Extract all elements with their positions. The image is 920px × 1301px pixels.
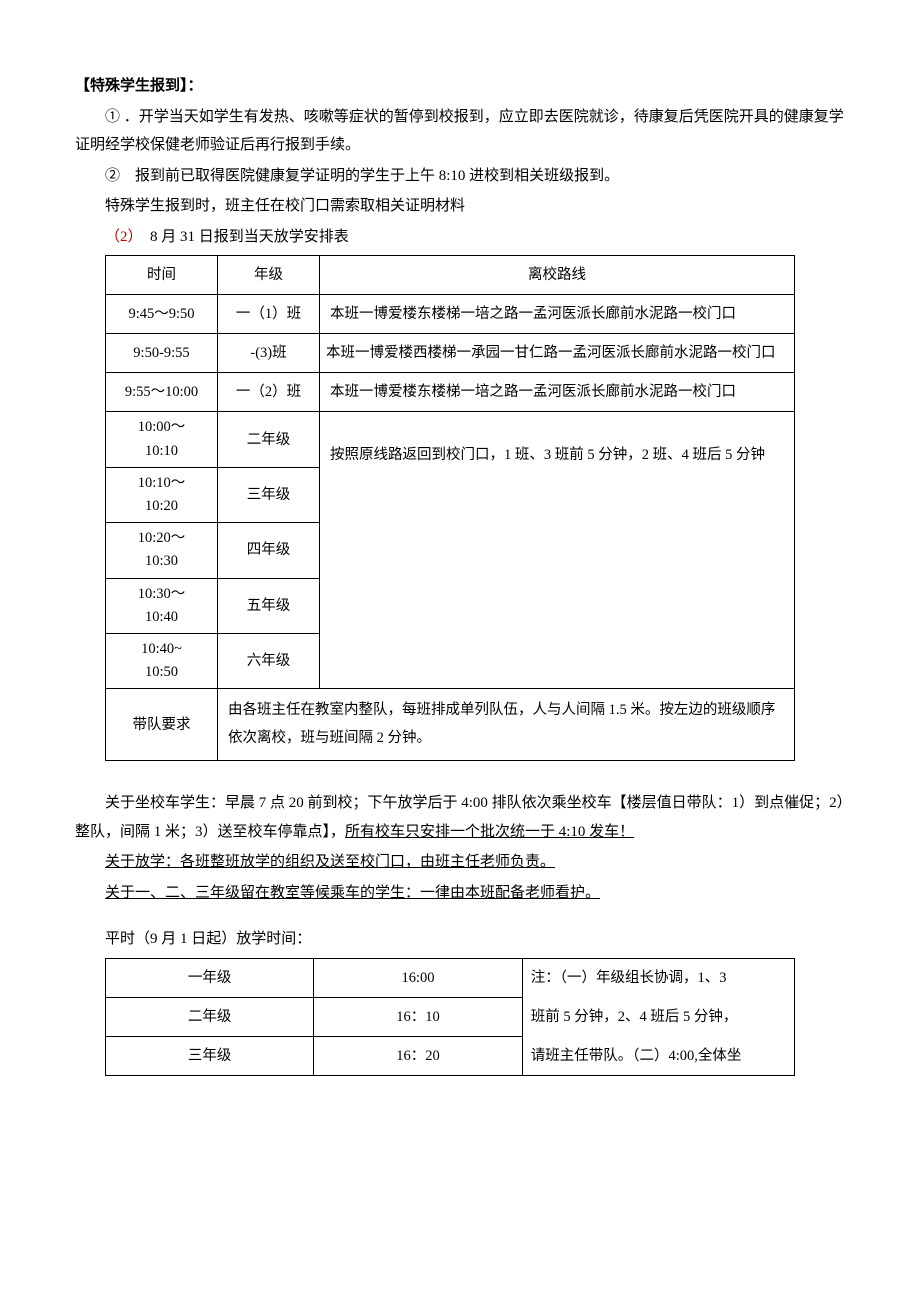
cell-time: 10:00～10:10 [106, 412, 218, 467]
cell-time: 16：20 [314, 1037, 523, 1076]
cell-time: 10:30～10:40 [106, 578, 218, 633]
paragraph-1: ① ．开学当天如学生有发热、咳嗽等症状的暂停到校报到，应立即去医院就诊，待康复后… [75, 103, 845, 160]
cell-grade: 二年级 [218, 412, 320, 467]
col-grade: 年级 [218, 256, 320, 295]
section-heading: 【特殊学生报到】： [75, 72, 845, 101]
cell-time: 9:55～10:00 [106, 373, 218, 412]
regular-dismissal-table: 一年级 16:00 注：（一）年级组长协调，1、3 二年级 16：10 班前 5… [105, 958, 795, 1076]
subsection-number: （2） [105, 229, 135, 245]
table-header-row: 时间 年级 离校路线 [106, 256, 795, 295]
wait-underline: 关于一、二、三年级留在教室等候乘车的学生：一律由本班配备老师看护。 [105, 885, 600, 901]
cell-note: 注：（一）年级组长协调，1、3 [522, 958, 794, 997]
table-row: 一年级 16:00 注：（一）年级组长协调，1、3 [106, 958, 795, 997]
cell-grade: -(3)班 [218, 334, 320, 373]
subsection-3-title: 平时（9 月 1 日起）放学时间： [75, 925, 845, 954]
col-route: 离校路线 [320, 256, 795, 295]
table-footer-row: 带队要求 由各班主任在教室内整队，每班排成单列队伍，人与人间隔 1.5 米。按左… [106, 689, 795, 761]
table-row: 10:00～10:10 二年级 按照原线路返回到校门口，1 班、3 班前 5 分… [106, 412, 795, 467]
paragraph-bus: 关于坐校车学生：早晨 7 点 20 前到校；下午放学后于 4:00 排队依次乘坐… [75, 789, 845, 846]
cell-grade: 一（1）班 [218, 295, 320, 334]
cell-grade: 二年级 [106, 997, 314, 1036]
cell-time: 10:40~10:50 [106, 633, 218, 688]
cell-route: 本班一博爱楼西楼梯一承园一甘仁路一孟河医派长廊前水泥路一校门口 [320, 334, 795, 373]
cell-time: 9:50-9:55 [106, 334, 218, 373]
cell-time: 10:10～10:20 [106, 467, 218, 522]
bus-underline: 所有校车只安排一个批次统一于 4:10 发车！ [345, 824, 634, 840]
paragraph-2: ② 报到前已取得医院健康复学证明的学生于上午 8:10 进校到相关班级报到。 [75, 162, 845, 191]
cell-time: 10:20～10:30 [106, 523, 218, 578]
cell-note: 班前 5 分钟，2、4 班后 5 分钟， [522, 997, 794, 1036]
table-row: 9:50-9:55 -(3)班 本班一博爱楼西楼梯一承园一甘仁路一孟河医派长廊前… [106, 334, 795, 373]
table-row: 三年级 16：20 请班主任带队。（二）4:00,全体坐 [106, 1037, 795, 1076]
cell-note: 请班主任带队。（二）4:00,全体坐 [522, 1037, 794, 1076]
paragraph-wait: 关于一、二、三年级留在教室等候乘车的学生：一律由本班配备老师看护。 [75, 879, 845, 908]
cell-route: 本班一博爱楼东楼梯一培之路一孟河医派长廊前水泥路一校门口 [320, 295, 795, 334]
cell-route: 本班一博爱楼东楼梯一培之路一孟河医派长廊前水泥路一校门口 [320, 373, 795, 412]
paragraph-fangxue: 关于放学：各班整班放学的组织及送至校门口，由班主任老师负责。 [75, 848, 845, 877]
cell-grade: 五年级 [218, 578, 320, 633]
cell-time: 9:45～9:50 [106, 295, 218, 334]
table-row: 9:55～10:00 一（2）班 本班一博爱楼东楼梯一培之路一孟河医派长廊前水泥… [106, 373, 795, 412]
cell-grade: 三年级 [106, 1037, 314, 1076]
footer-label: 带队要求 [106, 689, 218, 761]
cell-grade: 一年级 [106, 958, 314, 997]
table-row: 二年级 16：10 班前 5 分钟，2、4 班后 5 分钟， [106, 997, 795, 1036]
subsection-2-title: （2） 8 月 31 日报到当天放学安排表 [75, 223, 845, 252]
cell-grade: 一（2）班 [218, 373, 320, 412]
footer-text: 由各班主任在教室内整队，每班排成单列队伍，人与人间隔 1.5 米。按左边的班级顺… [218, 689, 795, 761]
cell-grade: 六年级 [218, 633, 320, 688]
cell-merged-route: 按照原线路返回到校门口，1 班、3 班前 5 分钟，2 班、4 班后 5 分钟 [320, 412, 795, 689]
cell-time: 16：10 [314, 997, 523, 1036]
cell-grade: 四年级 [218, 523, 320, 578]
table-row: 9:45～9:50 一（1）班 本班一博爱楼东楼梯一培之路一孟河医派长廊前水泥路… [106, 295, 795, 334]
col-time: 时间 [106, 256, 218, 295]
fangxue-underline: 关于放学：各班整班放学的组织及送至校门口，由班主任老师负责。 [105, 854, 555, 870]
cell-time: 16:00 [314, 958, 523, 997]
subsection-text: 8 月 31 日报到当天放学安排表 [135, 229, 349, 245]
paragraph-3: 特殊学生报到时，班主任在校门口需索取相关证明材料 [75, 192, 845, 221]
cell-grade: 三年级 [218, 467, 320, 522]
dismissal-schedule-table: 时间 年级 离校路线 9:45～9:50 一（1）班 本班一博爱楼东楼梯一培之路… [105, 255, 795, 761]
